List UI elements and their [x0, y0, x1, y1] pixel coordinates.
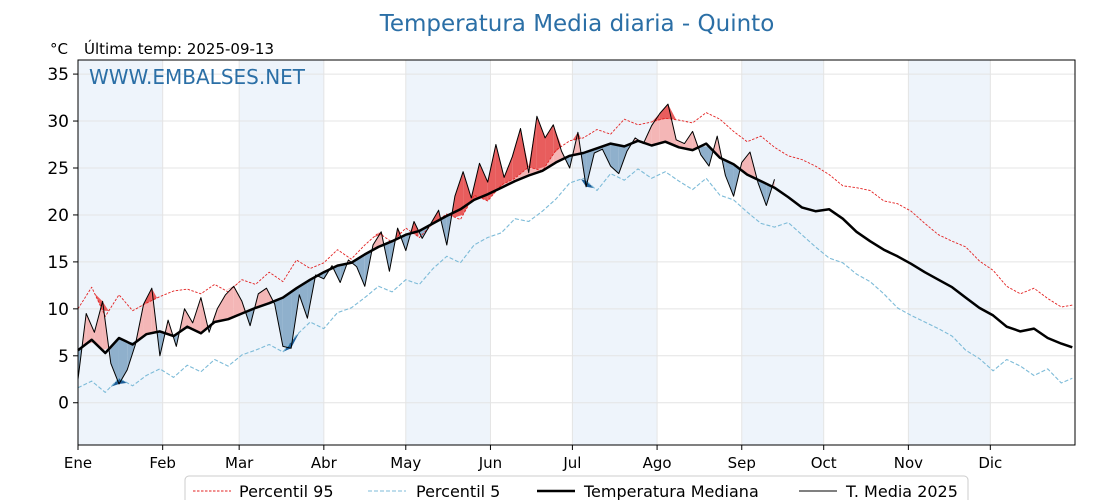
x-tick-label-10: Nov: [894, 454, 923, 472]
y-tick-label-2: 10: [47, 300, 69, 320]
y-tick-label-5: 25: [47, 159, 69, 179]
month-band-4: [741, 60, 824, 445]
fill-extreme-hot-18-0: [225, 286, 234, 291]
month-band-3: [572, 60, 658, 445]
fill-extreme-cold-26-0: [291, 332, 300, 349]
fill-above-18-0: [225, 286, 234, 320]
x-tick-label-9: Oct: [811, 454, 837, 472]
fill-below-34-0: [356, 254, 365, 287]
fill-below-76-0: [700, 146, 709, 167]
fill-extreme-hot-46-0: [454, 171, 464, 218]
y-tick-label-3: 15: [47, 253, 69, 273]
x-tick-label-6: Jul: [562, 454, 581, 472]
fill-above-1-0: [86, 313, 95, 344]
x-tick-label-3: Abr: [311, 454, 338, 472]
legend-label-p5: Percentil 5: [416, 482, 500, 500]
y-tick-label-0: 0: [58, 394, 69, 414]
fill-extreme-hot-53-0: [512, 128, 521, 180]
x-tick-label-5: Jun: [478, 454, 502, 472]
fill-below-5-0: [118, 337, 128, 384]
y-tick-label-4: 20: [47, 206, 69, 226]
fill-extreme-hot-3-0: [102, 301, 109, 311]
fill-above-14-0: [192, 297, 201, 334]
fill-above-74-0: [684, 131, 693, 151]
fill-above-70-0: [651, 113, 660, 146]
fill-below-4-0: [110, 337, 119, 384]
series-current: [77, 103, 775, 385]
plot-frame: [77, 59, 1076, 446]
fill-extreme-hot-51-0: [495, 144, 505, 192]
y-axis: 0 5 10 15 20 25 30 35: [47, 65, 78, 414]
unit-label: °C: [50, 40, 68, 58]
x-tick-label-11: Dic: [978, 454, 1002, 472]
fill-above-2-0: [94, 301, 103, 351]
x-tick-label-1: Feb: [149, 454, 176, 472]
series-p5: [77, 168, 1073, 393]
fill-above-17-0: [217, 294, 226, 322]
series-median: [77, 139, 1073, 355]
legend-label-current: T. Media 2025: [845, 482, 958, 500]
watermark: WWW.EMBALSES.NET: [89, 65, 306, 89]
x-tick-label-7: Ago: [643, 454, 672, 472]
month-band-5: [908, 60, 991, 445]
fill-above-13-0: [184, 308, 193, 330]
fill-below-65-0: [610, 143, 619, 174]
fill-extreme-hot-7-1: [135, 304, 144, 309]
fill-extreme-hot-56-0: [536, 116, 546, 170]
x-tick-label-2: Mar: [225, 454, 254, 472]
fill-below-25-0: [282, 291, 292, 349]
fill-below-64-0: [602, 143, 611, 167]
fill-below-79-0: [725, 160, 734, 197]
fill-below-27-0: [299, 281, 308, 319]
fill-extreme-hot-52-0: [504, 156, 513, 184]
fill-extreme-hot-50-0: [487, 144, 496, 201]
x-tick-label-0: Ene: [64, 454, 92, 472]
month-band-0: [78, 60, 163, 445]
y-tick-label-6: 30: [47, 112, 69, 132]
fill-extreme-hot-70-0: [651, 113, 660, 122]
series-lines: [77, 103, 1073, 393]
legend-label-median: Temperatura Mediana: [583, 482, 759, 500]
chart-title: Temperatura Media diaria - Quinto: [379, 11, 775, 37]
legend-box: [184, 475, 969, 500]
series-p95: [77, 112, 1073, 317]
x-tick-label-4: May: [390, 454, 421, 472]
fill-above-81-0: [741, 152, 750, 176]
y-tick-label-1: 5: [58, 347, 69, 367]
month-band-2: [405, 60, 491, 445]
month-band-1: [239, 60, 324, 445]
x-axis: Ene Feb Mar Abr May Jun Jul Ago Sep Oct Nov Dic: [64, 445, 1002, 472]
legend: Percentil 95 Percentil 5 Temperatura Media…: [184, 475, 969, 500]
fill-above-19-0: [233, 286, 242, 317]
fill-extreme-hot-47-0: [463, 171, 472, 215]
month-shading: [78, 60, 991, 445]
fill-extreme-hot-72-0: [668, 104, 677, 120]
fill-extreme-hot-49-0: [479, 163, 488, 201]
x-tick-label-8: Sep: [728, 454, 756, 472]
fill-extreme-hot-37-0: [381, 231, 384, 237]
y-tick-label-7: 35: [47, 65, 69, 85]
fill-extreme-hot-36-0: [373, 231, 382, 238]
last-temp-label: Última temp: 2025-09-13: [84, 39, 274, 58]
fill-extreme-hot-71-0: [659, 104, 669, 120]
legend-label-p95: Percentil 95: [239, 482, 334, 500]
